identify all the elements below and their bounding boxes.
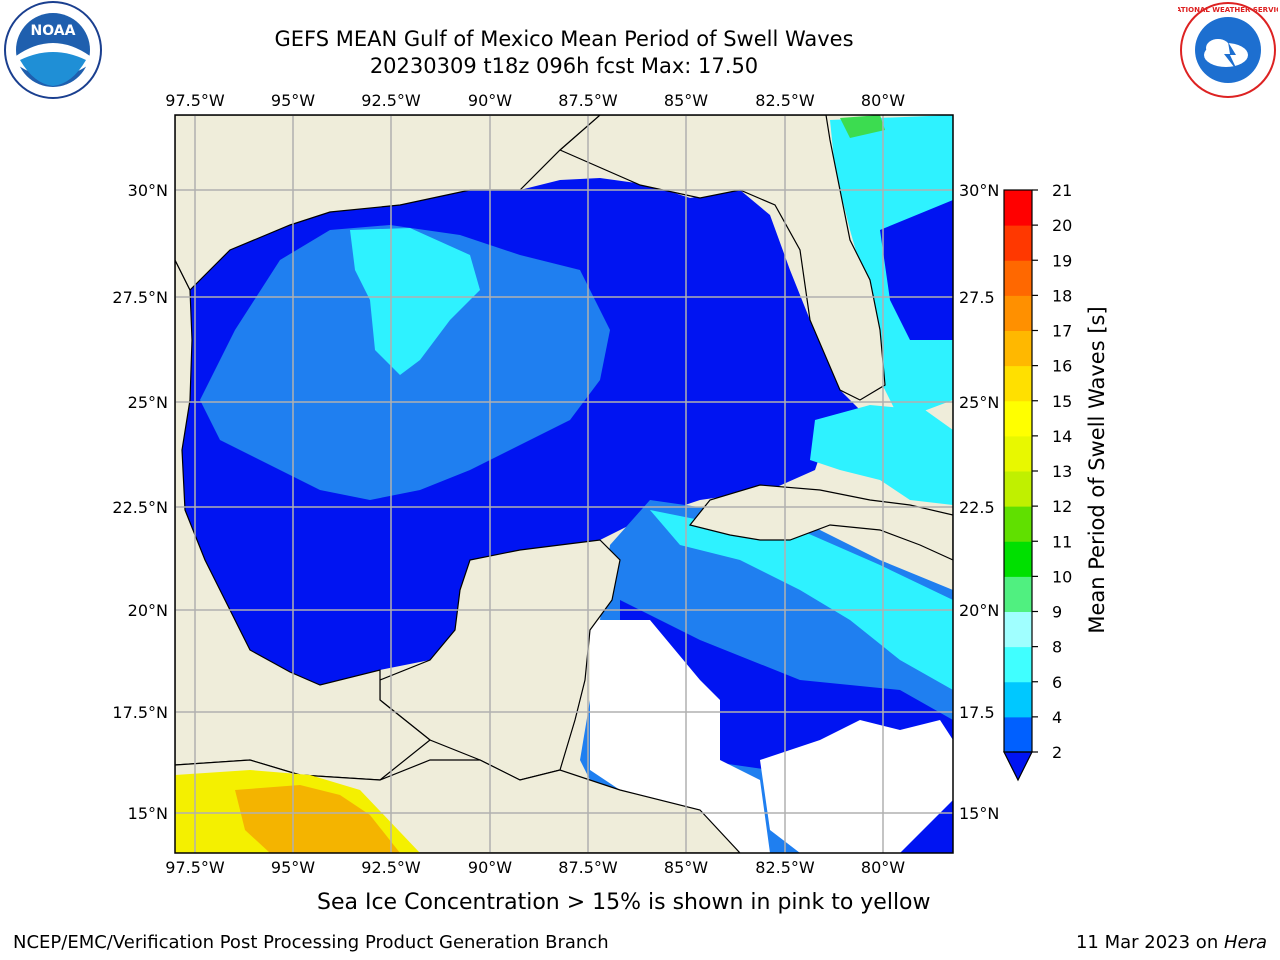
colorbar-tick-label: 15 (1052, 392, 1072, 411)
svg-text:NATIONAL WEATHER SERVICE: NATIONAL WEATHER SERVICE (1178, 6, 1278, 14)
lat-tick-label: 30°N (128, 181, 168, 200)
lon-tick-label: 80°W (861, 91, 905, 110)
top-lon-ticks: 97.5°W 95°W 92.5°W 90°W 87.5°W 85°W 82.5°W 80°W (165, 91, 905, 110)
cuba-land (688, 484, 953, 561)
lat-tick-label: 30°N (959, 181, 999, 200)
colorbar-segment (1004, 190, 1032, 226)
us-land (175, 115, 601, 292)
colorbar-tick-label: 21 (1052, 181, 1072, 200)
colorbar-ticks: 2 4 6 8 9 10 11 12 13 14 15 16 17 18 19 20 21 (1032, 181, 1072, 762)
host-name: Hera (1223, 932, 1267, 953)
noaa-logo: NOAA (4, 1, 102, 99)
gulf-cyan (350, 228, 480, 375)
lat-tick-label: 17.5°N (112, 703, 168, 722)
colorbar-segment (1004, 295, 1032, 331)
colorbar-tick-label: 10 (1052, 567, 1072, 586)
colorbar-tick-label: 8 (1052, 638, 1062, 657)
colorbar-tick-label: 13 (1052, 462, 1072, 481)
lon-tick-label: 87.5°W (558, 91, 618, 110)
lat-tick-label: 15°N (959, 804, 999, 823)
lon-tick-label: 97.5°W (165, 91, 225, 110)
bottom-lon-ticks: 97.5°W 95°W 92.5°W 90°W 87.5°W 85°W 82.5°W 80°W (165, 858, 905, 877)
lon-tick-label: 82.5°W (755, 91, 815, 110)
lon-tick-label: 95°W (271, 91, 315, 110)
svg-text:NOAA: NOAA (31, 23, 76, 39)
chart-subtitle: 20230309 t18z 096h fcst Max: 17.50 (369, 54, 759, 78)
no-data-honduras (590, 620, 770, 853)
lat-tick-label: 22.5°N (112, 498, 168, 517)
lat-tick-label: 27.5°N (112, 288, 168, 307)
colorbar-tick-label: 17 (1052, 322, 1072, 341)
colorbar-segment (1004, 611, 1032, 648)
colorbar-segment (1004, 225, 1032, 261)
caribbean-cyan (650, 510, 953, 690)
colorbar-tick-label: 19 (1052, 251, 1072, 270)
lon-tick-label: 92.5°W (361, 858, 421, 877)
sea-ice-note: Sea Ice Concentration > 15% is shown in … (317, 890, 931, 915)
lon-tick-label: 82.5°W (755, 858, 815, 877)
lat-tick-label: 20°N (128, 601, 168, 620)
colorbar-segment (1004, 400, 1032, 437)
colorbar-segment (1004, 576, 1032, 612)
colorbar-segment (1004, 330, 1032, 367)
colorbar-segment (1004, 471, 1032, 507)
colorbar-segment (1004, 681, 1032, 718)
lon-tick-label: 85°W (664, 858, 708, 877)
colorbar-tick-label: 18 (1052, 286, 1072, 305)
colorbar-tick-label: 9 (1052, 603, 1062, 622)
colorbar-segment (1004, 541, 1032, 577)
colorbar-segment (1004, 506, 1032, 542)
lon-tick-label: 90°W (468, 91, 512, 110)
colorbar (1003, 189, 1033, 782)
map-frame (174, 114, 954, 854)
no-data-east (760, 720, 953, 853)
lon-tick-label: 85°W (664, 91, 708, 110)
lat-tick-label: 15°N (128, 804, 168, 823)
colorbar-segment (1004, 260, 1032, 296)
colorbar-extend-arrow (1003, 751, 1033, 782)
atlantic-green (840, 115, 885, 138)
lon-tick-label: 80°W (861, 858, 905, 877)
colorbar-tick-label: 14 (1052, 427, 1072, 446)
lat-tick-label: 20°N (959, 601, 999, 620)
date-line: 11 Mar 2023 on Hera (1075, 932, 1267, 953)
colorbar-tick-label: 16 (1052, 357, 1072, 376)
nws-logo: NATIONAL WEATHER SERVICE (1178, 2, 1278, 98)
credit-line: NCEP/EMC/Verification Post Processing Pr… (13, 932, 609, 953)
lon-tick-label: 97.5°W (165, 858, 225, 877)
colorbar-tick-label: 20 (1052, 216, 1072, 235)
colorbar-tick-label: 11 (1052, 532, 1072, 551)
left-lat-ticks: 30°N 27.5°N 25°N 22.5°N 20°N 17.5°N 15°N (112, 181, 168, 823)
colorbar-tick-label: 6 (1052, 673, 1062, 692)
colorbar-tick-label: 4 (1052, 708, 1062, 727)
map-area (175, 115, 953, 853)
lon-tick-label: 87.5°W (558, 858, 618, 877)
lon-tick-label: 95°W (271, 858, 315, 877)
lat-tick-label: 17.5 (959, 703, 995, 722)
lon-tick-label: 90°W (468, 858, 512, 877)
lon-tick-label: 92.5°W (361, 91, 421, 110)
chart-title: GEFS MEAN Gulf of Mexico Mean Period of … (274, 27, 854, 51)
colorbar-tick-label: 2 (1052, 743, 1062, 762)
colorbar-segment (1004, 716, 1032, 753)
colorbar-segment (1004, 365, 1032, 402)
colorbar-segment (1004, 435, 1032, 472)
colorbar-segment (1004, 646, 1032, 683)
graticule (175, 115, 953, 853)
colorbar-tick-label: 12 (1052, 497, 1072, 516)
bahamas-cyan (810, 405, 953, 505)
lat-tick-label: 25°N (959, 393, 999, 412)
atlantic-low (880, 200, 953, 340)
right-lat-ticks: 30°N 27.5 25°N 22.5 20°N 17.5 15°N (959, 181, 999, 823)
lat-tick-label: 27.5 (959, 288, 995, 307)
pacific-orange (235, 785, 400, 853)
lat-tick-label: 22.5 (959, 498, 995, 517)
lat-tick-label: 25°N (128, 393, 168, 412)
